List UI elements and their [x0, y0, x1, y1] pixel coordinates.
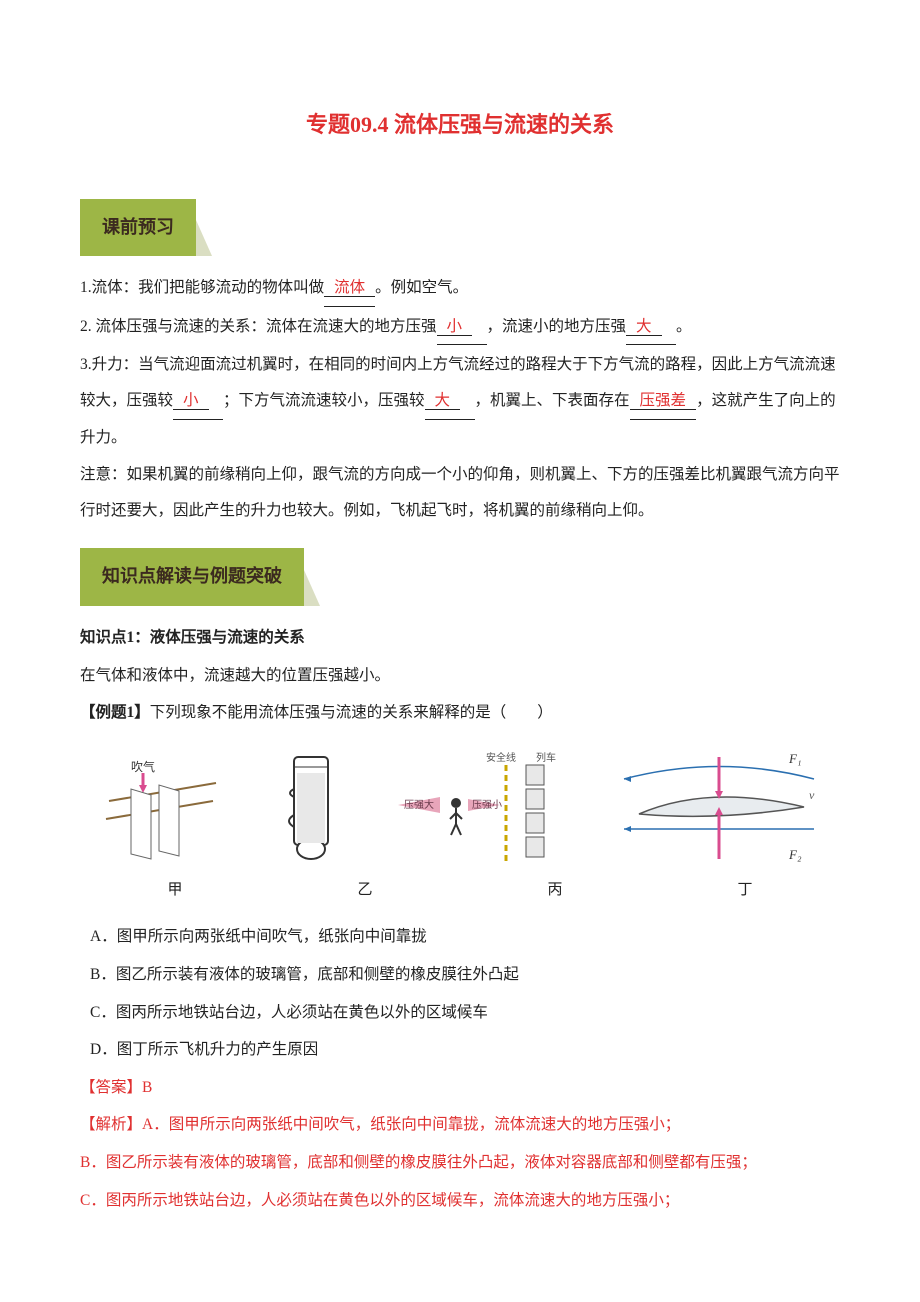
safety-label: 安全线	[486, 751, 516, 764]
train-label: 列车	[536, 751, 556, 764]
blank-1: 流体	[324, 279, 375, 297]
big-p: 压强大	[404, 798, 434, 811]
t: ；下方气流流速较小，压强较	[223, 392, 425, 409]
example-text: 下列现象不能用流体压强与流速的关系来解释的是（ ）	[150, 704, 553, 721]
pre-item-3: 3.升力：当气流迎面流过机翼时，在相同的时间内上方气流经过的路程大于下方气流的路…	[80, 347, 840, 455]
figure-bing: 安全线 列车 压强大 压强小	[396, 749, 576, 869]
explain-label: 【解析】	[80, 1116, 142, 1133]
example-stem: 【例题1】下列现象不能用流体压强与流速的关系来解释的是（ ）	[80, 695, 840, 731]
option-c: C．图丙所示地铁站台边，人必须站在黄色以外的区域候车	[90, 995, 840, 1031]
kp-text: 在气体和液体中，流速越大的位置压强越小。	[80, 658, 840, 694]
pre-item-2: 2. 流体压强与流速的关系：流体在流速大的地方压强小 ，流速小的地方压强大。	[80, 309, 840, 346]
cap-ding: 丁	[737, 873, 752, 908]
section-tab-preview: 课前预习	[80, 199, 196, 256]
fig-ding-svg: F₁ F₂ v	[619, 749, 819, 869]
cap-yi: 乙	[357, 873, 372, 908]
explain-a-text: A．图甲所示向两张纸中间吹气，纸张向中间靠拢，流体流速大的地方压强小；	[142, 1116, 680, 1133]
cap-jia: 甲	[167, 873, 182, 908]
option-a: A．图甲所示向两张纸中间吹气，纸张向中间靠拢	[90, 919, 840, 955]
figure-jia: 吹气	[101, 759, 221, 869]
explain-a: 【解析】A．图甲所示向两张纸中间吹气，纸张向中间靠拢，流体流速大的地方压强小；	[80, 1107, 840, 1143]
figure-yi	[264, 749, 354, 869]
blank-3b: 大	[425, 392, 461, 410]
t: 1.流体：我们把能够流动的物体叫做	[80, 279, 324, 296]
section-tab-kp: 知识点解读与例题突破	[80, 548, 304, 605]
small-p: 压强小	[472, 799, 502, 811]
fig-yi-svg	[264, 749, 354, 869]
figure-ding: F₁ F₂ v	[619, 749, 819, 869]
blow-label: 吹气	[131, 759, 155, 774]
option-d: D．图丁所示飞机升力的产生原因	[90, 1032, 840, 1068]
blank-2a: 小	[437, 318, 473, 336]
cap-bing: 丙	[547, 873, 562, 908]
pre-note: 注意：如果机翼的前缘稍向上仰，跟气流的方向成一个小的仰角，则机翼上、下方的压强差…	[80, 457, 840, 528]
t: 2. 流体压强与流速的关系：流体在流速大的地方压强	[80, 318, 437, 335]
page-title: 专题09.4 流体压强与流速的关系	[80, 100, 840, 151]
answer-value: B	[142, 1079, 152, 1096]
answer-line: 【答案】B	[80, 1070, 840, 1106]
example-label: 【例题1】	[80, 704, 150, 721]
explain-b: B．图乙所示装有液体的玻璃管，底部和侧壁的橡皮膜往外凸起，液体对容器底部和侧壁都…	[80, 1145, 840, 1181]
blank-3a: 小	[173, 392, 209, 410]
fig-jia-svg: 吹气	[101, 759, 221, 869]
t: 。	[676, 318, 692, 335]
t: ，机翼上、下表面存在	[475, 392, 630, 409]
blank-3c: 压强差	[630, 392, 697, 410]
v-label: v	[809, 788, 815, 802]
answer-label: 【答案】	[80, 1079, 142, 1096]
t: 。例如空气。	[375, 279, 468, 296]
f2-label: F₂	[788, 847, 802, 862]
figure-captions: 甲 乙 丙 丁	[80, 873, 840, 908]
f1-label: F₁	[788, 751, 801, 766]
figure-row: 吹气 安全线 列车	[80, 749, 840, 869]
fig-bing-svg: 安全线 列车 压强大 压强小	[396, 749, 576, 869]
option-b: B．图乙所示装有液体的玻璃管，底部和侧壁的橡皮膜往外凸起	[90, 957, 840, 993]
pre-item-1: 1.流体：我们把能够流动的物体叫做流体。例如空气。	[80, 270, 840, 307]
t: ，流速小的地方压强	[487, 318, 627, 335]
kp-title: 知识点1：液体压强与流速的关系	[80, 620, 840, 656]
blank-2b: 大	[626, 318, 662, 336]
explain-c: C．图丙所示地铁站台边，人必须站在黄色以外的区域候车，流体流速大的地方压强小；	[80, 1183, 840, 1219]
